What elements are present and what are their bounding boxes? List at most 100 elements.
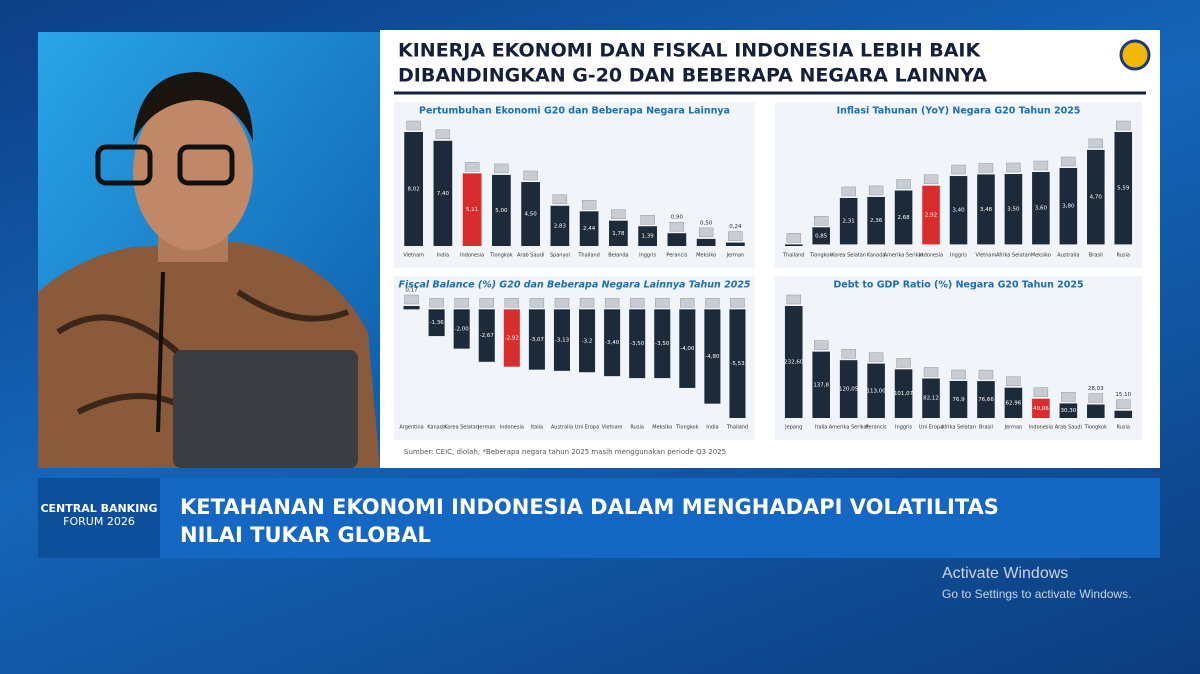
flag	[978, 163, 994, 173]
category-label: Jepang	[784, 425, 802, 431]
watermark-title: Activate Windows	[942, 565, 1069, 582]
category-label: Indonesia	[460, 253, 484, 259]
flag	[923, 174, 939, 184]
os-watermark: Activate Windows Go to Settings to activ…	[942, 565, 1131, 601]
category-label: Spanyol	[550, 253, 570, 259]
bar	[839, 360, 858, 418]
category-label: Thailand	[577, 253, 599, 259]
value-label: 120,05	[839, 387, 859, 393]
logo-line: CENTRAL BANKING	[40, 502, 158, 515]
flag	[896, 358, 911, 368]
value-label: -5,53	[730, 361, 745, 367]
flag	[454, 298, 469, 308]
bar	[428, 309, 445, 337]
bar	[894, 369, 913, 418]
flag	[841, 186, 856, 197]
chart-title: Pertumbuhan Ekonomi G20 dan Beberapa Neg…	[419, 106, 730, 117]
value-label: 4,50	[525, 212, 538, 218]
category-label: Brasil	[979, 425, 993, 431]
bar	[922, 378, 940, 418]
headline-line: KETAHANAN EKONOMI INDONESIA DALAM MENGHA…	[180, 495, 999, 519]
value-label: -2,67	[480, 333, 495, 339]
value-label: -2,00	[455, 326, 470, 332]
glasses-right	[177, 144, 235, 186]
category-label: Afrika Selatan	[941, 425, 976, 431]
chart-panel	[394, 102, 755, 268]
flag	[579, 298, 595, 308]
value-label: 8,02	[408, 187, 420, 193]
value-label: -1,36	[429, 320, 444, 326]
flag	[841, 348, 856, 359]
category-label: Rusia	[1117, 253, 1130, 259]
bar	[521, 182, 540, 246]
bar	[550, 205, 570, 246]
bar	[1004, 387, 1023, 418]
category-label: Kanada	[427, 425, 446, 431]
value-label: 7,40	[437, 191, 450, 197]
flag	[1006, 162, 1021, 173]
bar	[403, 306, 420, 310]
category-label: Afrika Selatan	[996, 253, 1031, 259]
flag	[951, 164, 966, 175]
category-label: Tiongkok	[489, 253, 512, 259]
category-label: Rusia	[630, 425, 643, 431]
value-label: 137,8	[813, 382, 829, 388]
category-label: Argentina	[399, 425, 423, 431]
bar	[609, 220, 628, 246]
flag	[406, 120, 421, 131]
logo-line: FORUM 2026	[63, 515, 135, 528]
bar	[579, 309, 596, 373]
category-label: Brasil	[1089, 253, 1103, 259]
microphone	[156, 271, 165, 433]
category-label: India	[706, 425, 718, 431]
category-label: Australia	[1057, 253, 1079, 259]
value-label: 113,00	[866, 388, 886, 394]
bar	[784, 244, 803, 246]
category-label: Belanda	[608, 253, 628, 259]
value-label: 2,31	[843, 219, 855, 225]
flag	[680, 298, 695, 308]
bar	[654, 309, 671, 379]
flag	[494, 163, 509, 174]
flag	[1061, 392, 1076, 402]
flag	[1033, 160, 1049, 171]
bar	[433, 140, 453, 246]
flag	[705, 298, 720, 308]
bar	[492, 174, 511, 246]
flag	[868, 185, 884, 196]
value-label: 62,96	[1006, 400, 1022, 406]
value-label: 2,44	[583, 226, 596, 232]
category-label: Tiongkok	[675, 425, 698, 431]
flag	[698, 227, 714, 238]
slide: KINERJA EKONOMI DAN FISKAL INDONESIA LEB…	[380, 30, 1160, 468]
flag	[655, 298, 670, 308]
value-label: -3,07	[530, 337, 545, 343]
category-label: Inggris	[895, 425, 912, 431]
bar	[1059, 403, 1078, 418]
value-label: 1,78	[612, 231, 625, 237]
flag	[813, 216, 829, 226]
category-label: Perancis	[866, 425, 887, 431]
flag	[504, 298, 520, 308]
bar	[629, 309, 646, 379]
flag	[1116, 399, 1131, 409]
value-label: 5,59	[1117, 186, 1130, 192]
bar	[404, 132, 423, 246]
bar	[922, 185, 940, 245]
flag	[554, 298, 570, 308]
flag	[728, 231, 743, 241]
headline-line: NILAI TUKAR GLOBAL	[180, 523, 431, 547]
flag	[611, 209, 626, 219]
value-label: -4,80	[705, 354, 720, 360]
category-label: Rusia	[1117, 425, 1130, 431]
value-label: -3,40	[605, 340, 620, 346]
flag	[730, 298, 745, 308]
bar	[977, 174, 995, 245]
value-label: 3,50	[1007, 207, 1020, 213]
value-label: 2,83	[554, 223, 567, 229]
lower-third	[38, 478, 1160, 558]
category-label: Thailand	[782, 253, 804, 259]
category-label: Italia	[815, 425, 827, 431]
